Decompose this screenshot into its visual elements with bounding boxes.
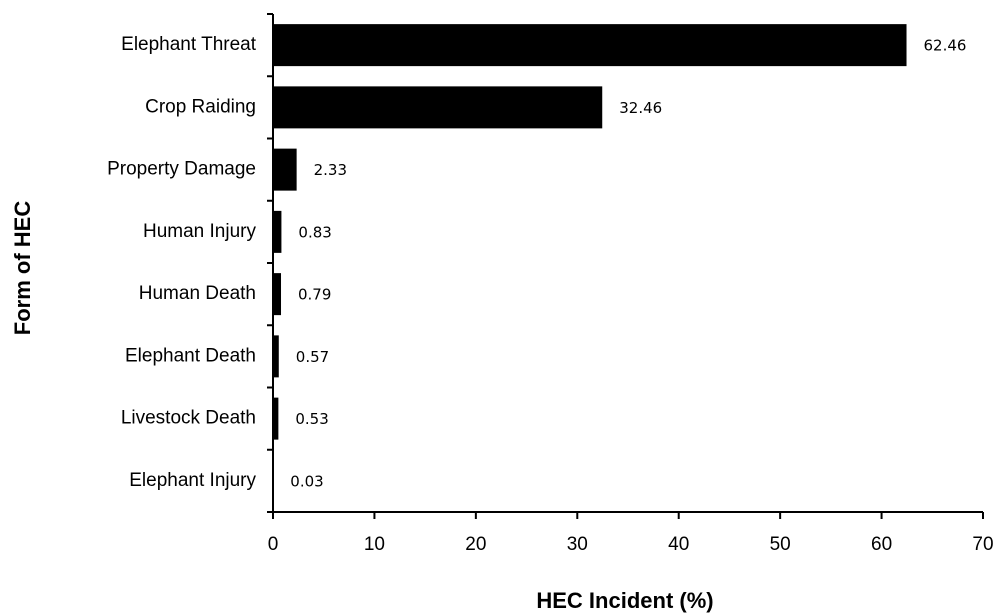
y-tick-label: Human Death [139,283,256,304]
x-tick-label: 60 [871,534,892,555]
bar [273,335,279,378]
bar [273,148,297,191]
x-tick-label: 20 [465,534,486,555]
x-tick-label: 0 [268,534,279,555]
y-tick-label: Property Damage [107,159,256,180]
y-tick-label: Human Injury [143,221,256,242]
x-tick-label: 50 [770,534,791,555]
x-tick-label: 40 [668,534,689,555]
value-label: 2.33 [314,161,347,179]
x-axis-title: HEC Incident (%) [536,588,713,613]
bar [273,459,274,502]
y-tick-label: Elephant Death [125,345,256,366]
bar [273,24,907,67]
bar [273,273,282,316]
bar [273,397,279,440]
value-label: 0.79 [298,286,331,304]
value-label: 0.53 [295,410,328,428]
x-tick-label: 30 [567,534,588,555]
y-tick-label: Elephant Injury [129,470,256,491]
value-label: 0.03 [290,472,323,490]
y-tick-label: Crop Raiding [145,96,256,117]
y-axis-title: Form of HEC [10,201,35,336]
bar [273,210,282,253]
y-tick-label: Elephant Threat [121,34,257,55]
y-tick-label: Livestock Death [121,408,256,429]
x-tick-label: 70 [972,534,993,555]
value-label: 0.57 [296,348,329,366]
x-tick-label: 10 [364,534,385,555]
bar [273,86,603,129]
value-label: 32.46 [619,99,662,117]
value-label: 0.83 [298,223,331,241]
value-label: 62.46 [924,37,967,55]
